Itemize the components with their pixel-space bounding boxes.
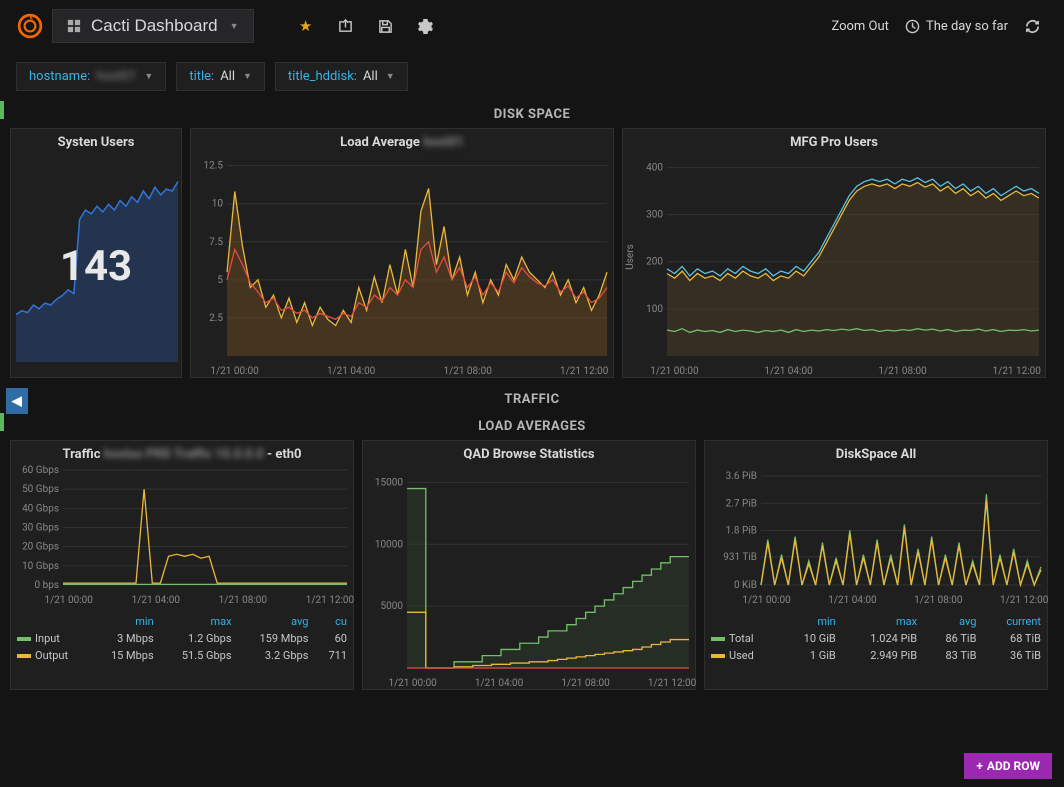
- row-title-disk-space: DISK SPACE: [0, 101, 1064, 128]
- svg-text:1/21 00:00: 1/21 00:00: [742, 595, 791, 606]
- save-icon[interactable]: [370, 10, 402, 42]
- svg-text:1/21 08:00: 1/21 08:00: [443, 366, 492, 377]
- svg-text:2.5: 2.5: [209, 313, 223, 324]
- chevron-down-icon: ▼: [144, 71, 153, 82]
- svg-text:10: 10: [212, 199, 224, 210]
- panel-mfg-users[interactable]: MFG Pro Users 100 200 300 400 Users 1/21 00:0…: [622, 128, 1046, 378]
- svg-text:200: 200: [646, 257, 663, 268]
- svg-text:5: 5: [217, 275, 223, 286]
- row-title-load-averages: LOAD AVERAGES: [0, 413, 1064, 440]
- panel-load-average[interactable]: Load Average host01 2.5 5 7.5 10 12.5 1/21 00…: [190, 128, 614, 378]
- row-collapse-toggle[interactable]: ◀: [6, 388, 28, 414]
- template-vars: hostname: host01 ▼ title: All ▼ title_hd…: [0, 52, 1064, 101]
- chart: 0 bps 10 Gbps 20 Gbps 30 Gbps 40 Gbps 50 Gbps…: [11, 464, 355, 609]
- svg-text:0 KiB: 0 KiB: [734, 580, 757, 591]
- plus-icon: +: [976, 759, 983, 773]
- svg-text:1/21 12:00: 1/21 12:00: [560, 366, 609, 377]
- svg-text:400: 400: [646, 162, 663, 173]
- chart: 2.5 5 7.5 10 12.5 1/21 00:00 1/21 04:00 1/21 08…: [191, 152, 615, 380]
- svg-text:1/21 00:00: 1/21 00:00: [44, 595, 93, 606]
- grafana-logo[interactable]: [16, 12, 44, 40]
- svg-text:15000: 15000: [375, 477, 403, 488]
- legend: minmaxavgcurrentTotal10 GiB1.024 PiB86 T…: [705, 613, 1047, 664]
- svg-text:7.5: 7.5: [209, 237, 223, 248]
- var-title-hddisk[interactable]: title_hddisk: All ▼: [275, 62, 408, 91]
- svg-text:1/21 08:00: 1/21 08:00: [219, 595, 268, 606]
- panel-title: Traffic hostxx PRD Traffic 10.0.0.0 - et…: [11, 441, 353, 464]
- var-title[interactable]: title: All ▼: [176, 62, 265, 91]
- chart: 0 KiB 931 TiB 1.8 PiB 2.7 PiB 3.6 PiB 1/21 00…: [705, 464, 1049, 609]
- panel-title: DiskSpace All: [705, 441, 1047, 464]
- svg-text:12.5: 12.5: [204, 161, 224, 172]
- row-title-traffic: ◀ TRAFFIC: [0, 386, 1064, 413]
- chevron-down-icon: ▼: [243, 71, 252, 82]
- svg-text:30 Gbps: 30 Gbps: [22, 523, 59, 534]
- svg-text:1/21 04:00: 1/21 04:00: [327, 366, 376, 377]
- panel-qad[interactable]: QAD Browse Statistics 5000 10000 15000 1/21…: [362, 440, 696, 690]
- svg-text:1/21 12:00: 1/21 12:00: [306, 595, 355, 606]
- dashboard-title: Cacti Dashboard: [91, 16, 218, 36]
- svg-text:20 Gbps: 20 Gbps: [22, 542, 59, 553]
- chart: 5000 10000 15000 1/21 00:00 1/21 04:00 1/21 0…: [363, 464, 697, 692]
- time-label: The day so far: [926, 19, 1008, 34]
- clock-icon: [905, 19, 920, 34]
- svg-text:1/21 08:00: 1/21 08:00: [561, 678, 610, 689]
- svg-text:1/21 04:00: 1/21 04:00: [764, 366, 813, 377]
- gear-icon[interactable]: [410, 10, 442, 42]
- panel-title: MFG Pro Users: [623, 129, 1045, 152]
- svg-text:60 Gbps: 60 Gbps: [22, 465, 59, 476]
- svg-text:300: 300: [646, 210, 663, 221]
- panel-row-1: Systen Users 143 Load Average host01 2.5…: [0, 128, 1064, 378]
- panel-diskspace[interactable]: DiskSpace All 0 KiB 931 TiB 1.8 PiB 2.7 PiB…: [704, 440, 1048, 690]
- svg-text:0 bps: 0 bps: [35, 580, 60, 591]
- panel-system-users[interactable]: Systen Users 143: [10, 128, 182, 378]
- svg-text:10 Gbps: 10 Gbps: [22, 561, 59, 572]
- svg-text:100: 100: [646, 304, 663, 315]
- chevron-down-icon: ▼: [230, 21, 239, 31]
- time-picker[interactable]: The day so far: [905, 19, 1008, 34]
- add-row-button[interactable]: + ADD ROW: [964, 753, 1052, 779]
- panel-title: Systen Users: [11, 129, 181, 152]
- svg-text:1/21 00:00: 1/21 00:00: [650, 366, 699, 377]
- chart: 100 200 300 400 Users 1/21 00:00 1/21 04:00 1/2…: [623, 152, 1047, 380]
- star-icon[interactable]: ★: [290, 10, 322, 42]
- panel-title: Load Average host01: [191, 129, 613, 152]
- stat-value: 143: [11, 242, 181, 291]
- var-hostname[interactable]: hostname: host01 ▼: [16, 62, 166, 91]
- svg-text:5000: 5000: [381, 601, 404, 612]
- svg-text:1.8 PiB: 1.8 PiB: [726, 526, 757, 537]
- svg-text:2.7 PiB: 2.7 PiB: [726, 498, 757, 509]
- svg-text:40 Gbps: 40 Gbps: [22, 503, 59, 514]
- svg-text:1/21 04:00: 1/21 04:00: [828, 595, 877, 606]
- grid-icon: [67, 19, 81, 33]
- refresh-icon[interactable]: [1016, 10, 1048, 42]
- svg-text:50 Gbps: 50 Gbps: [22, 484, 59, 495]
- svg-text:1/21 00:00: 1/21 00:00: [388, 678, 437, 689]
- svg-text:Users: Users: [625, 244, 636, 270]
- panel-title: QAD Browse Statistics: [363, 441, 695, 464]
- top-nav: Cacti Dashboard ▼ ★ Zoom Out The day so …: [0, 0, 1064, 52]
- chevron-down-icon: ▼: [386, 71, 395, 82]
- svg-text:10000: 10000: [375, 539, 403, 550]
- svg-text:1/21 08:00: 1/21 08:00: [878, 366, 927, 377]
- legend: minmaxavgcuInput3 Mbps1.2 Gbps159 Mbps60…: [11, 613, 353, 664]
- panel-traffic[interactable]: Traffic hostxx PRD Traffic 10.0.0.0 - et…: [10, 440, 354, 690]
- svg-text:1/21 08:00: 1/21 08:00: [914, 595, 963, 606]
- svg-text:1/21 00:00: 1/21 00:00: [210, 366, 259, 377]
- zoom-out-button[interactable]: Zoom Out: [823, 19, 896, 34]
- share-icon[interactable]: [330, 10, 362, 42]
- panel-row-2: Traffic hostxx PRD Traffic 10.0.0.0 - et…: [0, 440, 1064, 690]
- svg-text:3.6 PiB: 3.6 PiB: [726, 471, 757, 482]
- svg-text:1/21 12:00: 1/21 12:00: [992, 366, 1041, 377]
- svg-text:1/21 04:00: 1/21 04:00: [475, 678, 524, 689]
- svg-text:1/21 12:00: 1/21 12:00: [1000, 595, 1049, 606]
- dashboard-picker[interactable]: Cacti Dashboard ▼: [52, 9, 254, 43]
- svg-text:1/21 04:00: 1/21 04:00: [132, 595, 181, 606]
- svg-text:1/21 12:00: 1/21 12:00: [648, 678, 697, 689]
- svg-text:931 TiB: 931 TiB: [723, 552, 757, 563]
